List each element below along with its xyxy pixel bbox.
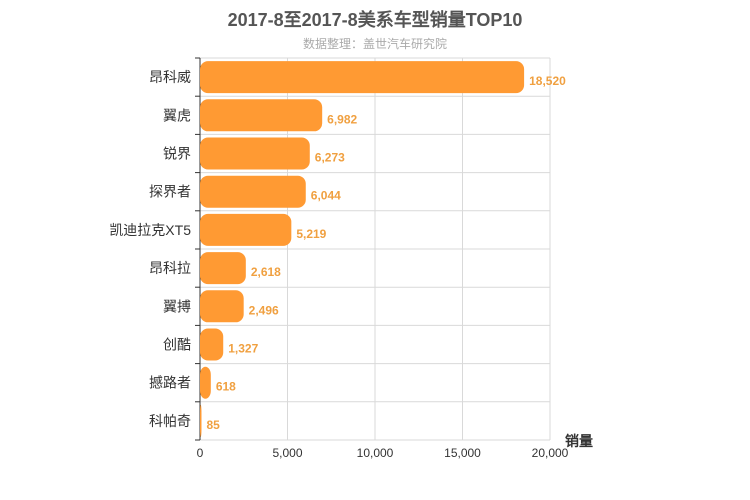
category-label: 锐界 bbox=[163, 146, 191, 162]
x-tick-label: 20,000 bbox=[532, 446, 569, 460]
value-label: 6,044 bbox=[311, 189, 341, 203]
x-tick-label: 5,000 bbox=[272, 446, 302, 460]
x-tick-label: 10,000 bbox=[357, 446, 394, 460]
value-label: 85 bbox=[206, 418, 220, 432]
bar bbox=[200, 137, 310, 170]
category-label: 翼搏 bbox=[163, 298, 191, 314]
category-label: 昂科拉 bbox=[149, 260, 191, 276]
bar bbox=[200, 404, 202, 437]
value-label: 6,982 bbox=[327, 112, 357, 126]
bar bbox=[200, 290, 244, 323]
bar bbox=[200, 175, 306, 208]
bar bbox=[200, 213, 292, 246]
chart-title: 2017-8至2017-8美系车型销量TOP10 bbox=[227, 10, 523, 30]
value-label: 18,520 bbox=[529, 74, 566, 88]
x-tick-label: 15,000 bbox=[444, 446, 481, 460]
category-label: 科帕奇 bbox=[149, 413, 191, 429]
value-label: 5,219 bbox=[296, 227, 326, 241]
category-label: 凯迪拉克XT5 bbox=[109, 222, 191, 238]
category-label: 探界者 bbox=[149, 184, 191, 200]
bar bbox=[200, 328, 224, 361]
bar bbox=[200, 252, 246, 285]
bar bbox=[200, 99, 323, 132]
value-label: 618 bbox=[216, 380, 236, 394]
x-tick-label: 0 bbox=[197, 446, 204, 460]
x-axis-label: 销量 bbox=[565, 433, 593, 449]
chart-subtitle: 数据整理：盖世汽车研究院 bbox=[302, 37, 447, 51]
category-label: 翼虎 bbox=[163, 107, 191, 123]
value-label: 2,496 bbox=[249, 303, 279, 317]
value-label: 6,273 bbox=[315, 151, 345, 165]
category-label: 撼路者 bbox=[149, 375, 191, 391]
value-label: 1,327 bbox=[228, 342, 258, 356]
bar bbox=[200, 61, 525, 94]
value-label: 2,618 bbox=[251, 265, 281, 279]
category-label: 昂科威 bbox=[149, 69, 191, 85]
bar bbox=[200, 366, 211, 399]
category-label: 创酷 bbox=[163, 337, 191, 353]
